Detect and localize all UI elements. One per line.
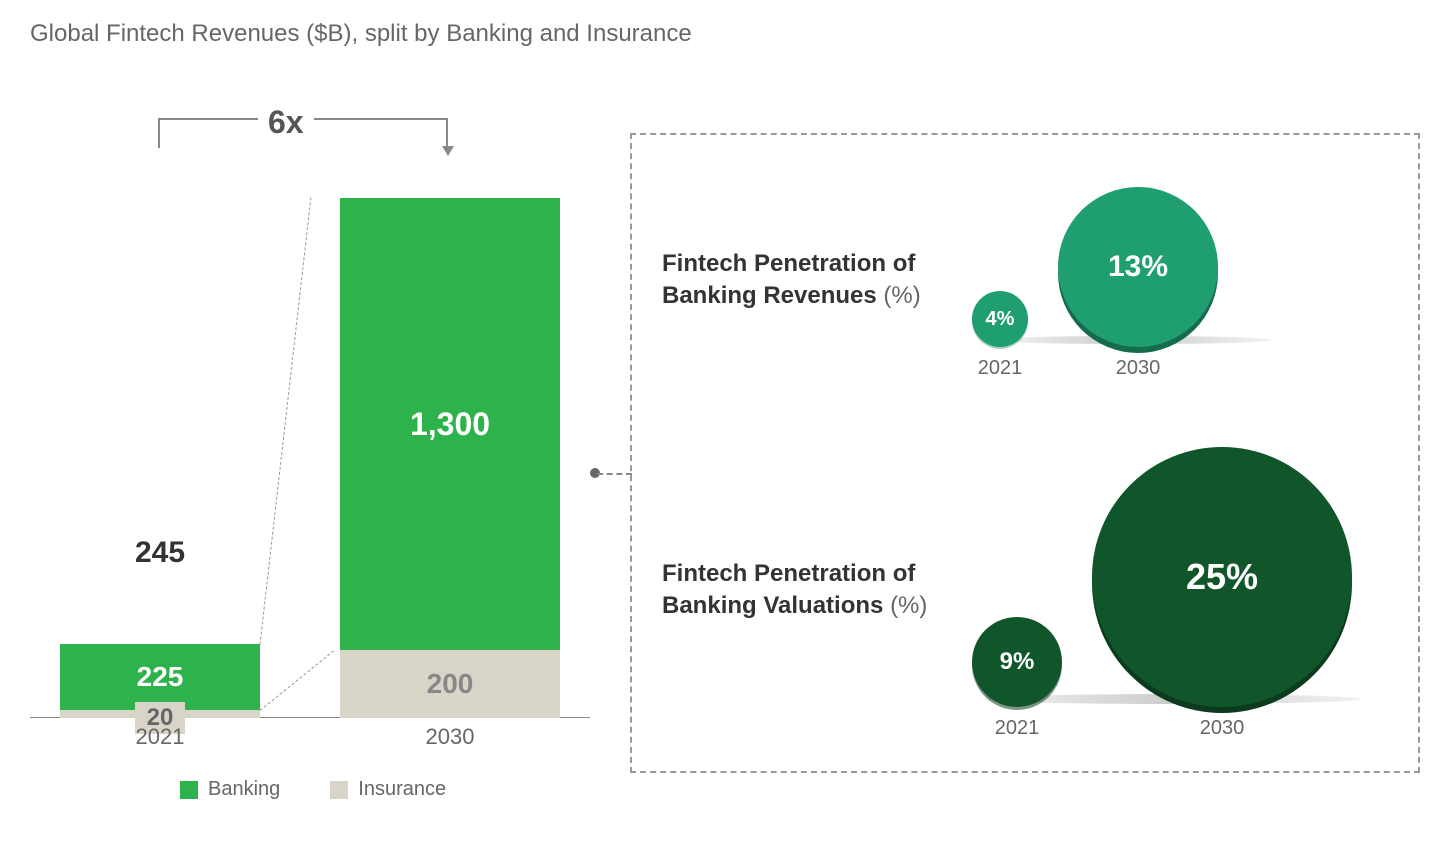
connector-line-bottom [260, 650, 334, 711]
legend-swatch-banking [180, 781, 198, 799]
x-label-2030: 2030 [350, 724, 550, 750]
bubble-rev-2030-circle: 13% [1058, 187, 1218, 347]
bar-2030-insurance: 200 [340, 650, 560, 718]
bubble-rev-2030: 13% 2030 [1058, 187, 1218, 380]
bar-2021-banking-value: 225 [60, 644, 260, 710]
bubble-val-2021-year: 2021 [995, 717, 1040, 740]
content-row: 6x 245 225 20 1,500 1,300 [30, 88, 1426, 808]
legend-label-banking: Banking [208, 778, 280, 801]
bar-chart-area: 245 225 20 1,500 1,300 200 [30, 158, 590, 718]
bubble-val-2030-value: 25% [1186, 556, 1258, 598]
penetration-title-valuations: Fintech Penetration of Banking Valuation… [662, 558, 972, 623]
bubble-val-2030: 25% 2030 [1092, 447, 1352, 740]
penetration-panel: Fintech Penetration of Banking Revenues … [630, 133, 1420, 773]
bubble-val-2021-circle: 9% [972, 617, 1062, 707]
legend: Banking Insurance [180, 778, 446, 801]
bubble-group-valuations: 9% 2021 25% 2030 [972, 440, 1388, 740]
bubble-rev-2021-circle: 4% [972, 291, 1028, 347]
bar-2021-total: 245 [60, 536, 260, 570]
pen-title-1-strong: Fintech Penetration of Banking Revenues [662, 250, 915, 309]
multiplier-label: 6x [258, 104, 314, 141]
bubble-val-2021: 9% 2021 [972, 617, 1062, 740]
bubble-rev-2030-value: 13% [1108, 250, 1168, 284]
bar-2030: 1,500 1,300 200 [340, 198, 560, 718]
legend-swatch-insurance [330, 781, 348, 799]
legend-label-insurance: Insurance [358, 778, 446, 801]
bubble-rev-2021-year: 2021 [978, 357, 1023, 380]
pen-title-2-unit: (%) [890, 592, 927, 619]
bar-2021: 245 225 20 [60, 644, 260, 718]
penetration-row-valuations: Fintech Penetration of Banking Valuation… [662, 435, 1388, 745]
bubble-group-revenues: 4% 2021 13% 2030 [972, 180, 1388, 380]
bubble-val-2021-value: 9% [1000, 648, 1035, 676]
bar-2030-banking-value: 1,300 [410, 406, 490, 443]
bubble-rev-2030-year: 2030 [1116, 357, 1161, 380]
bubble-rev-2021-value: 4% [986, 308, 1015, 331]
bubble-val-2030-circle: 25% [1092, 447, 1352, 707]
connector-line-top [260, 197, 312, 644]
bubble-rev-2021: 4% 2021 [972, 291, 1028, 380]
callout-line [597, 473, 632, 475]
bar-2030-insurance-value: 200 [427, 668, 474, 700]
bubble-val-2030-year: 2030 [1200, 717, 1245, 740]
multiplier-arrow-icon [442, 146, 454, 156]
bar-chart-panel: 6x 245 225 20 1,500 1,300 [30, 88, 590, 808]
chart-title: Global Fintech Revenues ($B), split by B… [30, 20, 1426, 48]
bar-2021-banking: 225 [60, 644, 260, 710]
penetration-row-revenues: Fintech Penetration of Banking Revenues … [662, 175, 1388, 385]
legend-banking: Banking [180, 778, 280, 801]
legend-insurance: Insurance [330, 778, 446, 801]
bar-2030-banking: 1,300 [340, 198, 560, 650]
penetration-title-revenues: Fintech Penetration of Banking Revenues … [662, 248, 972, 313]
pen-title-1-unit: (%) [883, 282, 920, 309]
pen-title-2-strong: Fintech Penetration of Banking Valuation… [662, 560, 915, 619]
x-label-2021: 2021 [60, 724, 260, 750]
